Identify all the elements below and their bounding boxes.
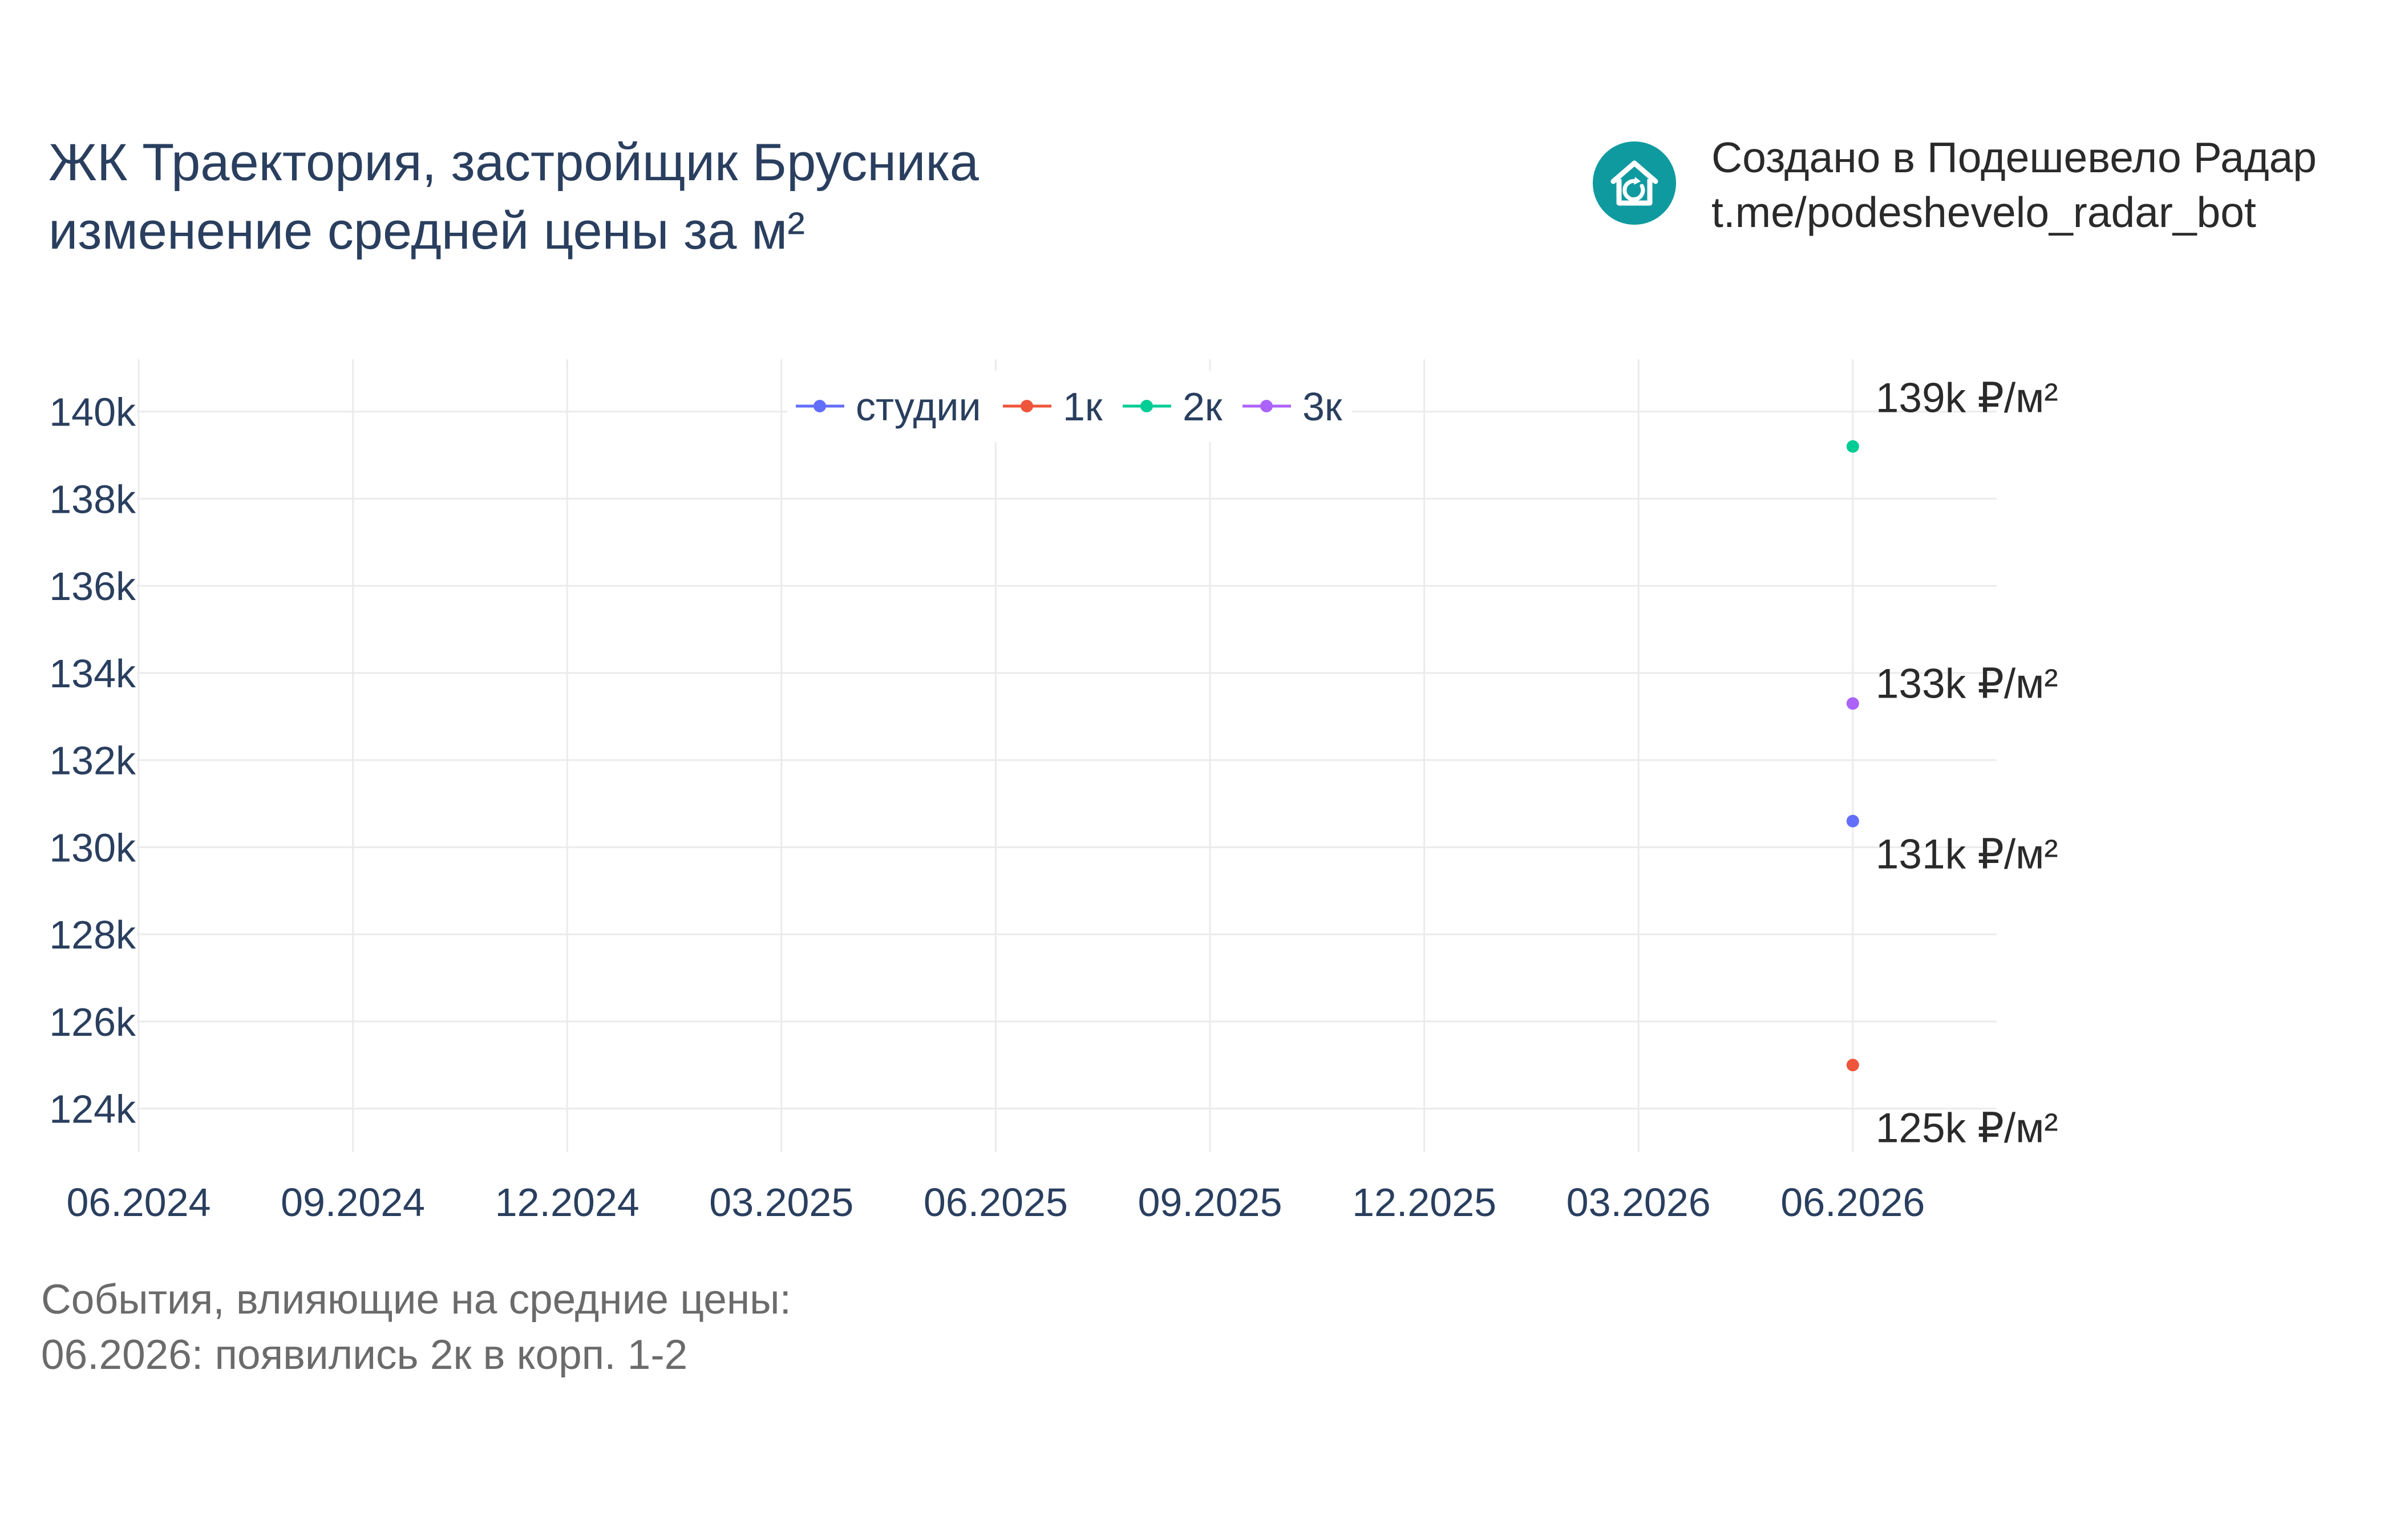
house-icon (1593, 141, 1676, 225)
y-tick-label: 136k (49, 564, 136, 609)
x-tick-label: 03.2026 (1567, 1180, 1711, 1225)
legend-label: 3к (1302, 384, 1342, 429)
brand-text: Создано в Подешевело Радар t.me/podeshev… (1711, 130, 2317, 240)
events-panel: События, влияющие на средние цены: 06.20… (41, 1272, 791, 1383)
legend-marker (1140, 400, 1153, 412)
y-tick-label: 124k (49, 1087, 136, 1132)
title-line-1: ЖК Траектория, застройщик Брусника (48, 133, 979, 192)
events-heading: События, влияющие на средние цены: (41, 1276, 791, 1323)
y-tick-label: 140k (49, 390, 136, 435)
data-point (1846, 1059, 1859, 1072)
title-line-2: изменение средней цены за м² (48, 202, 805, 260)
y-tick-label: 132k (49, 739, 136, 783)
chart-title: ЖК Траектория, застройщик Брусника измен… (48, 128, 979, 265)
data-point (1846, 814, 1859, 828)
brand-line-1: Создано в Подешевело Радар (1711, 133, 2317, 181)
legend-marker (813, 400, 826, 412)
data-point (1846, 440, 1859, 453)
x-tick-label: 06.2024 (66, 1180, 211, 1225)
x-tick-label: 09.2024 (281, 1180, 425, 1225)
data-label: 131k ₽/м² (1876, 832, 2058, 878)
x-tick-label: 06.2026 (1780, 1180, 1925, 1225)
data-point (1846, 697, 1859, 710)
data-label: 139k ₽/м² (1876, 375, 2058, 422)
x-tick-label: 03.2025 (709, 1180, 853, 1225)
data-label: 133k ₽/м² (1876, 660, 2058, 707)
x-tick-label: 06.2025 (924, 1180, 1068, 1225)
legend-marker (1260, 400, 1273, 412)
x-tick-label: 09.2025 (1138, 1180, 1282, 1225)
y-tick-label: 134k (49, 651, 136, 696)
y-tick-label: 128k (49, 913, 136, 957)
y-tick-label: 130k (49, 825, 136, 870)
x-tick-label: 12.2025 (1352, 1180, 1496, 1225)
brand-link[interactable]: t.me/podeshevelo_radar_bot (1711, 188, 2256, 236)
legend-label: студии (856, 384, 981, 429)
data-label: 125k ₽/м² (1876, 1105, 2058, 1151)
y-tick-label: 138k (49, 477, 136, 521)
x-tick-label: 12.2024 (495, 1180, 640, 1225)
legend-label: 1к (1063, 384, 1103, 429)
legend-label: 2к (1183, 384, 1223, 429)
y-tick-label: 126k (49, 1000, 136, 1044)
event-item: 06.2026: появились 2к в корп. 1-2 (41, 1332, 688, 1378)
legend-marker (1021, 400, 1033, 412)
